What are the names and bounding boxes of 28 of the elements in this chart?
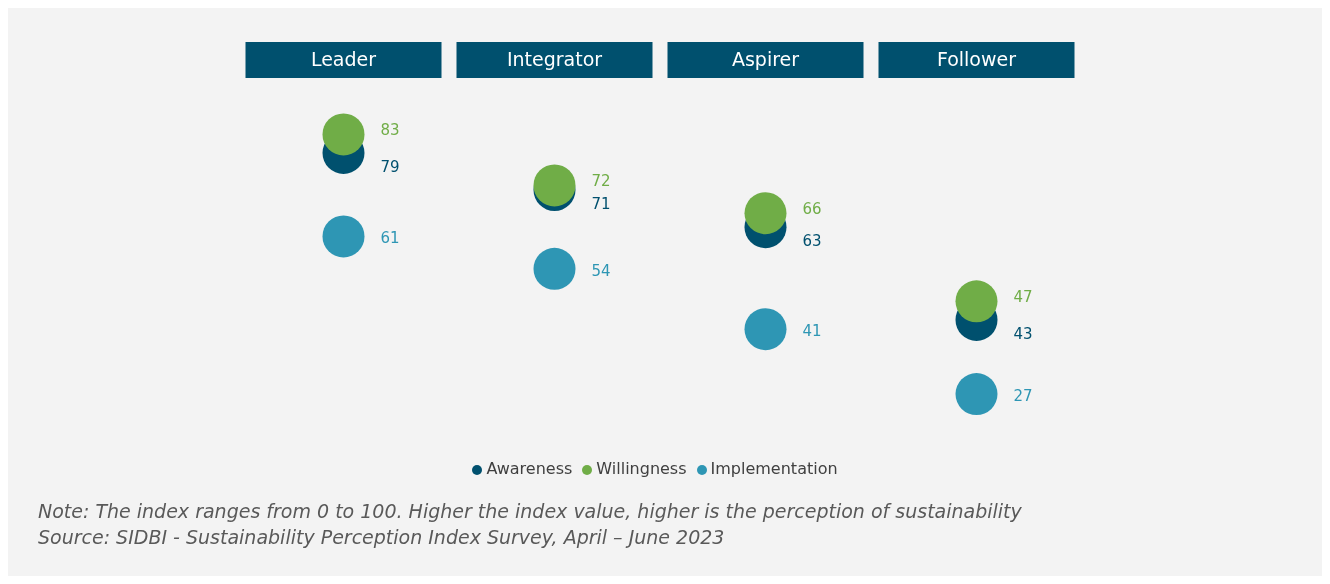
- data-label: 63: [802, 232, 822, 251]
- legend-label: Willingness: [596, 459, 687, 478]
- data-label: 27: [1013, 387, 1033, 406]
- x-tick-label: Leader: [310, 48, 377, 70]
- data-label: 83: [380, 121, 400, 140]
- text: Note: The index ranges from 0 to 100. Higher the index value, higher is the perception of sustainability: [38, 499, 1023, 524]
- legend-label: Implementation: [710, 459, 838, 478]
- data-label: 47: [1013, 288, 1033, 307]
- point: [955, 280, 998, 323]
- data-label: 79: [380, 157, 400, 176]
- x-tick-label: Follower: [936, 48, 1017, 70]
- source-note: Source: SIDBI - Sustainability Perception Index Survey, April – June 2023: [38, 525, 726, 550]
- data-label: 54: [591, 261, 611, 280]
- legend-label: Awareness: [486, 459, 573, 478]
- point: [744, 308, 787, 351]
- data-label: 41: [802, 322, 822, 341]
- point: [744, 192, 787, 235]
- data-label: 71: [591, 195, 611, 214]
- x-tick-label: Aspirer: [731, 48, 800, 70]
- data-label: 72: [591, 172, 611, 191]
- point: [322, 113, 365, 156]
- data-label: 66: [802, 200, 822, 219]
- point: [955, 373, 998, 416]
- point: [533, 247, 576, 290]
- x-tick-label: Integrator: [506, 48, 603, 70]
- data-label: 61: [380, 229, 400, 248]
- point: [322, 215, 365, 258]
- data-label: 43: [1013, 324, 1033, 343]
